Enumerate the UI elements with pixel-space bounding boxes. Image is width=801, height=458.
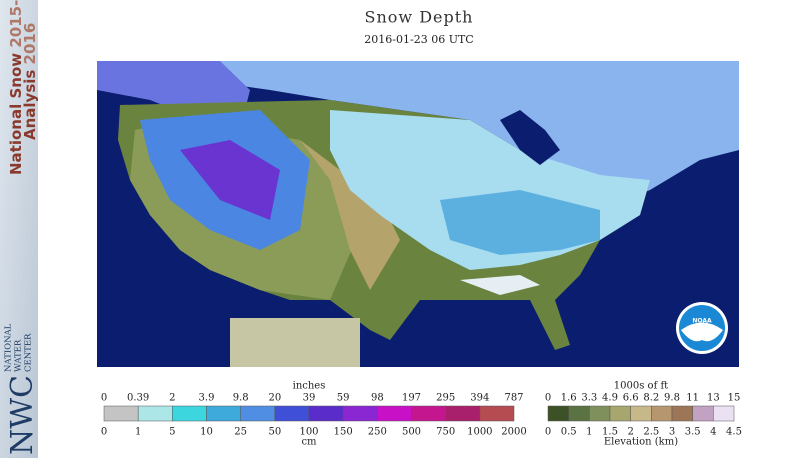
- map: NOAA: [97, 61, 739, 367]
- legend-bottom-label: 5: [169, 427, 175, 438]
- legend-bottom-label: 4.5: [726, 427, 742, 438]
- legend-swatch: [479, 405, 515, 422]
- sidebar-line2: Analysis: [21, 70, 39, 140]
- snow-unit-bottom: cm: [301, 437, 317, 448]
- noaa-text: NOAA: [692, 318, 712, 325]
- legend-top-label: 1.6: [561, 393, 577, 404]
- legend-bottom-label: 25: [234, 427, 247, 438]
- legend-bottom-label: 150: [334, 427, 353, 438]
- elev-unit-top: 1000s of ft: [614, 381, 668, 392]
- legend-top-label: 9.8: [664, 393, 680, 404]
- legend-top-label: 20: [268, 393, 281, 404]
- snow-deep: [180, 140, 280, 220]
- snow-unit-top: inches: [293, 381, 326, 392]
- legend-top-label: 0: [101, 393, 107, 404]
- legend-bottom-label: 2.5: [643, 427, 659, 438]
- subtitle: 2016-01-23 06 UTC: [364, 33, 473, 46]
- svg-text:National Snow 2015-: National Snow 2015-: [7, 0, 25, 175]
- legend-swatch: [274, 405, 310, 422]
- sidebar-logo: NWC: [5, 375, 40, 455]
- legend-top-label: 787: [504, 393, 523, 404]
- legend-top-label: 197: [402, 393, 421, 404]
- snow-east: [440, 190, 600, 255]
- legend-swatch: [377, 405, 412, 422]
- sidebar-line1: National Snow: [7, 53, 25, 175]
- legend-bottom-label: 100: [299, 427, 318, 438]
- mexico: [230, 318, 360, 367]
- legend-top-label: 15: [728, 393, 741, 404]
- org-line: CENTER: [24, 333, 34, 372]
- title: Snow Depth: [365, 8, 474, 27]
- legend-swatch: [411, 405, 446, 422]
- legend-swatch: [630, 405, 652, 422]
- legend-top-label: 98: [371, 393, 384, 404]
- legend-bottom-label: 0.5: [561, 427, 577, 438]
- sidebar-org: NATIONAL WATER CENTER: [4, 323, 34, 372]
- legend-top-label: 3.9: [199, 393, 215, 404]
- legend-top-label: 0: [545, 393, 551, 404]
- legend-bottom-label: 250: [368, 427, 387, 438]
- legend-swatch: [692, 405, 714, 422]
- legend-top-label: 9.8: [233, 393, 249, 404]
- legend-swatch: [547, 405, 569, 422]
- sidebar-title: National Snow 2015-: [7, 0, 25, 175]
- legend-top-label: 0.39: [127, 393, 149, 404]
- legend-swatch: [172, 405, 207, 422]
- legend-bottom-label: 1.5: [602, 427, 618, 438]
- legend-swatch: [651, 405, 673, 422]
- legend-swatch: [137, 405, 173, 422]
- legend-swatch: [308, 405, 344, 422]
- legend-bottom-label: 3: [669, 427, 675, 438]
- legend-bottom-label: 500: [402, 427, 421, 438]
- legend-top-label: 59: [337, 393, 350, 404]
- sidebar-years1: 2015-: [7, 0, 25, 48]
- legend-swatch: [445, 405, 481, 422]
- legend-bottom-label: 3.5: [685, 427, 701, 438]
- legend-top-label: 8.2: [643, 393, 659, 404]
- legend-top-label: 4.9: [602, 393, 618, 404]
- sidebar-years2: 2016: [21, 23, 39, 65]
- legend-bottom-label: 0: [101, 427, 107, 438]
- legend-bottom-label: 1: [135, 427, 141, 438]
- legend-top-label: 394: [470, 393, 489, 404]
- legend-top-label: 11: [686, 393, 699, 404]
- legend-top-label: 2: [169, 393, 175, 404]
- legend-bottom-label: 1000: [467, 427, 492, 438]
- legend-top-label: 295: [436, 393, 455, 404]
- noaa-bird: [681, 322, 723, 342]
- high-plains: [300, 140, 400, 290]
- legend-bottom-label: 50: [268, 427, 281, 438]
- legend-swatch: [568, 405, 590, 422]
- org-line: WATER: [14, 339, 24, 372]
- legend-top-label: 6.6: [623, 393, 639, 404]
- legend-bottom-label: 1: [586, 427, 592, 438]
- legend-swatch: [609, 405, 631, 422]
- sidebar: [0, 0, 38, 458]
- legend-top-label: 3.3: [581, 393, 597, 404]
- legend-swatch: [103, 405, 139, 422]
- legend-bottom-label: 2000: [501, 427, 526, 438]
- elev-unit-bottom: Elevation (km): [604, 437, 678, 448]
- legend-swatch: [206, 405, 241, 422]
- great-lakes: [500, 110, 560, 165]
- legend-swatch: [342, 405, 378, 422]
- legend-bottom-label: 0: [545, 427, 551, 438]
- legend-swatch: [240, 405, 276, 422]
- snow-south: [460, 275, 540, 295]
- org-line: NATIONAL: [4, 323, 14, 372]
- legend-bottom-label: 10: [200, 427, 213, 438]
- legend-swatch: [713, 405, 735, 422]
- legend-bottom-label: 750: [436, 427, 455, 438]
- legend-top-label: 13: [707, 393, 720, 404]
- svg-text:Analysis 2016: Analysis 2016: [21, 23, 39, 140]
- legend-bottom-label: 4: [710, 427, 716, 438]
- legend-bottom-label: 2: [627, 427, 633, 438]
- legend-swatch: [671, 405, 693, 422]
- legend-swatch: [589, 405, 611, 422]
- sidebar-title-2: Analysis 2016: [21, 23, 39, 140]
- legend-top-label: 39: [303, 393, 316, 404]
